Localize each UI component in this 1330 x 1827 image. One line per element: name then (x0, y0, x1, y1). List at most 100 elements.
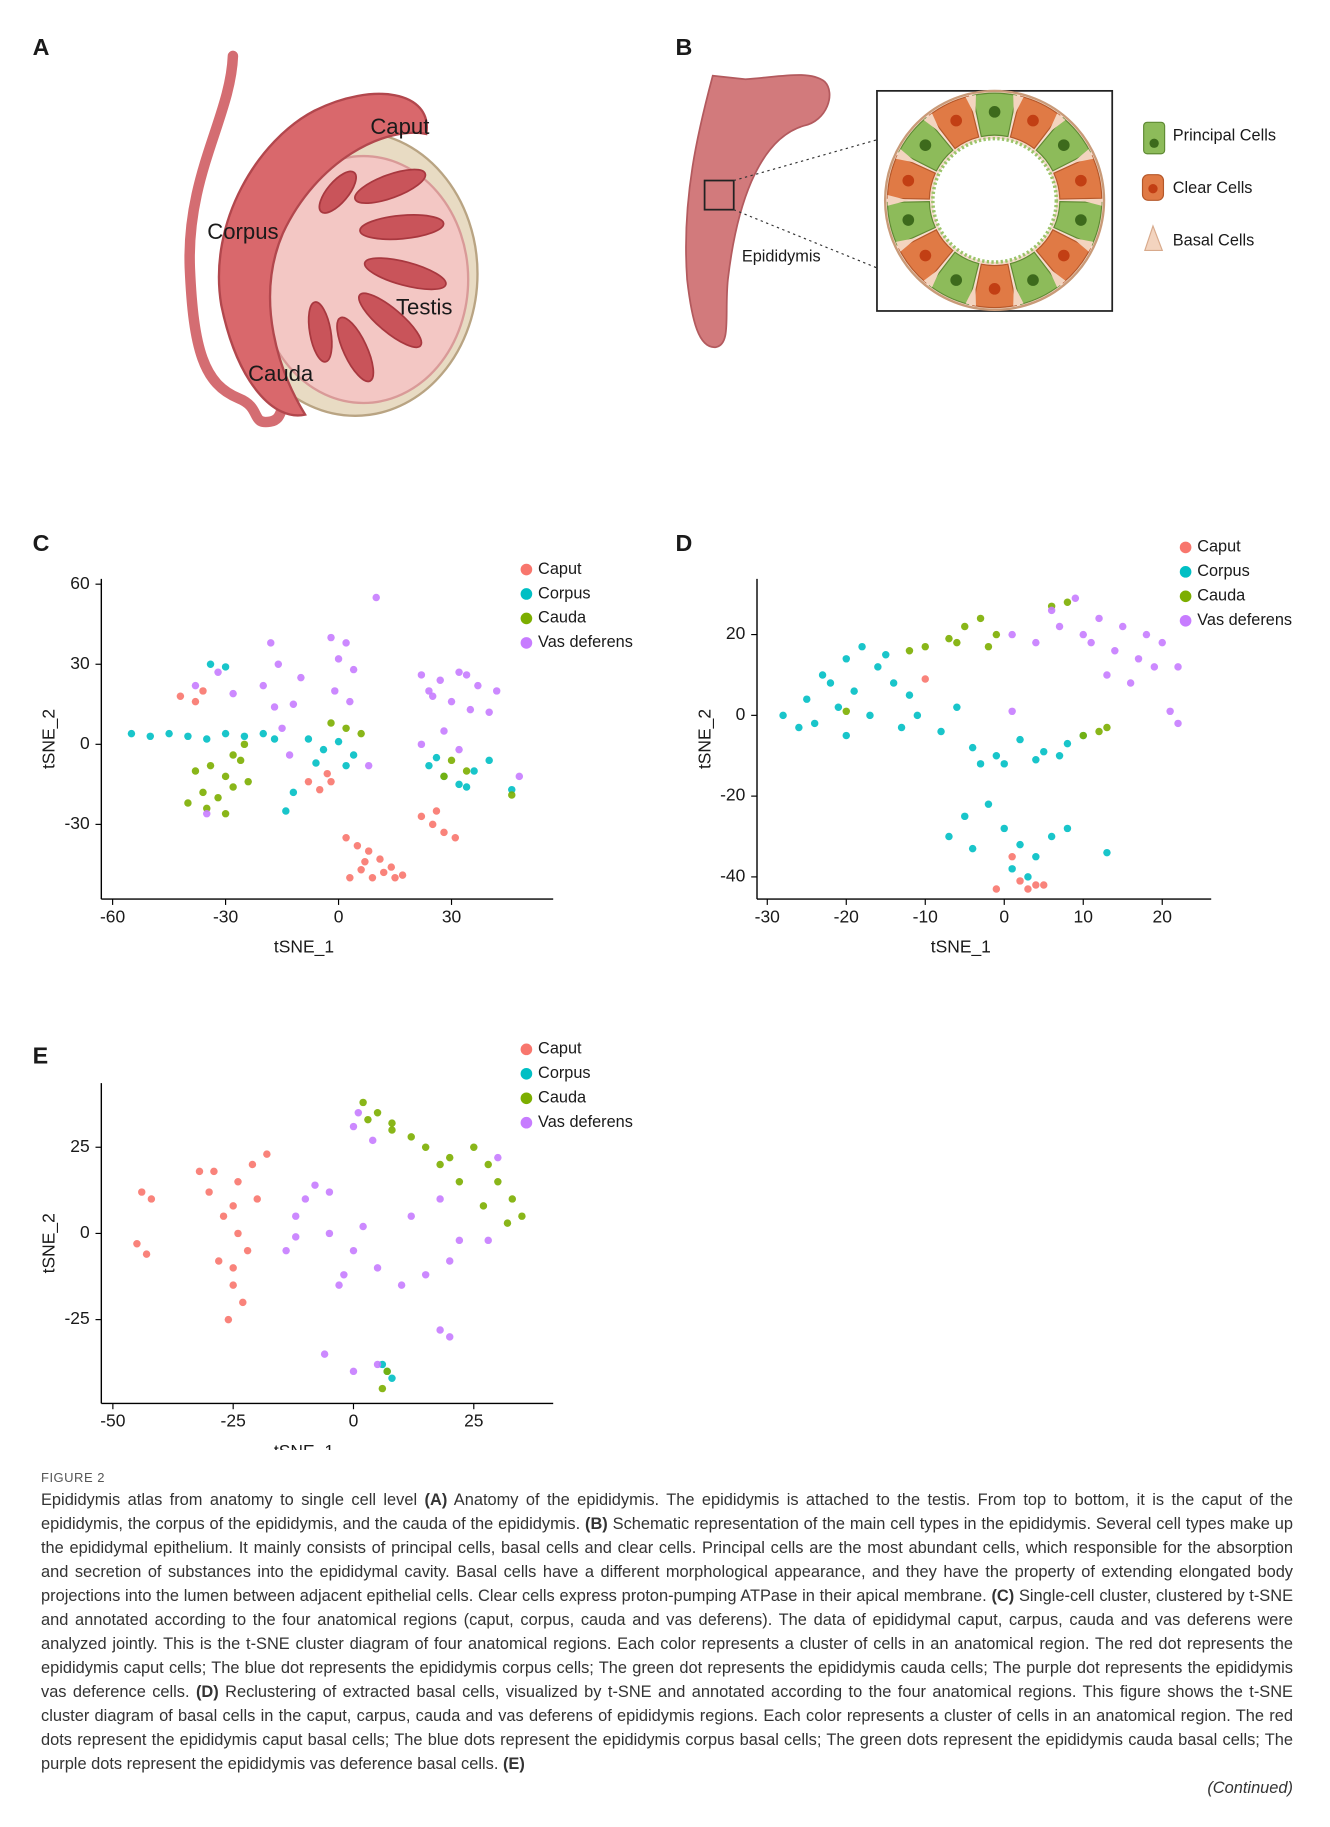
point (418, 741, 425, 748)
point (977, 760, 984, 767)
point (779, 712, 786, 719)
point (326, 1188, 333, 1195)
point (335, 655, 342, 662)
point (455, 669, 462, 676)
point (945, 635, 952, 642)
y-tick-label: 25 (70, 1136, 89, 1156)
point (222, 773, 229, 780)
point (493, 687, 500, 694)
point (359, 1223, 366, 1230)
point (260, 730, 267, 737)
point (222, 730, 229, 737)
point (504, 1219, 511, 1226)
point (321, 1350, 328, 1357)
point (433, 807, 440, 814)
point (408, 1133, 415, 1140)
point (1127, 679, 1134, 686)
point (184, 799, 191, 806)
point (297, 674, 304, 681)
point (922, 675, 929, 682)
point (222, 810, 229, 817)
point (350, 751, 357, 758)
point (1103, 671, 1110, 678)
point (811, 720, 818, 727)
point (320, 746, 327, 753)
anatomy-illustration: Caput Corpus Testis Cauda (190, 56, 478, 422)
point (342, 725, 349, 732)
legend-marker (521, 1044, 533, 1056)
x-tick-label: -25 (221, 1411, 246, 1431)
point (433, 754, 440, 761)
nucleus (989, 106, 1001, 118)
point (147, 733, 154, 740)
point (516, 773, 523, 780)
point (311, 1181, 318, 1188)
point (326, 1230, 333, 1237)
legend-label: Corpus (538, 1064, 591, 1082)
point (518, 1212, 525, 1219)
nucleus (920, 250, 932, 262)
point (463, 783, 470, 790)
point (324, 770, 331, 777)
point (192, 698, 199, 705)
point (945, 833, 952, 840)
point (1064, 740, 1071, 747)
x-tick-label: -60 (100, 906, 126, 926)
point (858, 643, 865, 650)
y-tick-label: 30 (70, 653, 90, 673)
point (229, 690, 236, 697)
point (448, 698, 455, 705)
page: Caput Corpus Testis Cauda A Epididymis P… (0, 0, 1330, 1827)
legend-icon (1145, 226, 1162, 250)
point (203, 810, 210, 817)
y-axis-title: tSNE_2 (694, 709, 715, 769)
point (340, 1271, 347, 1278)
point (985, 800, 992, 807)
point (1008, 631, 1015, 638)
y-tick-label: 0 (80, 1222, 90, 1242)
label-cauda: Cauda (248, 361, 314, 386)
point (133, 1240, 140, 1247)
point (474, 682, 481, 689)
point (436, 1161, 443, 1168)
point (278, 725, 285, 732)
panel-letter: E (33, 1043, 49, 1069)
point (1135, 655, 1142, 662)
point (1016, 841, 1023, 848)
point (1174, 720, 1181, 727)
legend-label: Corpus (1197, 562, 1250, 580)
point (1111, 647, 1118, 654)
point (260, 682, 267, 689)
point (267, 639, 274, 646)
x-axis-title: tSNE_1 (274, 1441, 334, 1450)
nucleus (989, 283, 1001, 295)
point (418, 813, 425, 820)
chart: D-30-20-1001020-40-20020tSNE_1tSNE_2Capu… (675, 530, 1292, 957)
chart: E-50-25025-25025tSNE_1tSNE_2CaputCorpusC… (33, 1040, 633, 1450)
point (199, 789, 206, 796)
point (937, 728, 944, 735)
point (470, 767, 477, 774)
y-tick-label: 60 (70, 573, 90, 593)
point (485, 1161, 492, 1168)
point (1001, 760, 1008, 767)
point (1056, 752, 1063, 759)
point (327, 719, 334, 726)
point (843, 655, 850, 662)
point (803, 695, 810, 702)
charts: C-60-30030-3003060tSNE_1tSNE_2CaputCorpu… (33, 530, 1292, 1450)
label-caput: Caput (370, 114, 429, 139)
point (196, 1168, 203, 1175)
point (422, 1271, 429, 1278)
caption-segment: (E) (503, 1755, 525, 1773)
legend-label: Cauda (538, 609, 587, 627)
point (241, 733, 248, 740)
point (1159, 639, 1166, 646)
point (364, 1116, 371, 1123)
point (1008, 865, 1015, 872)
y-tick-label: -40 (720, 866, 746, 886)
point (305, 778, 312, 785)
point (199, 687, 206, 694)
point (225, 1316, 232, 1323)
x-tick-label: 0 (349, 1411, 359, 1431)
